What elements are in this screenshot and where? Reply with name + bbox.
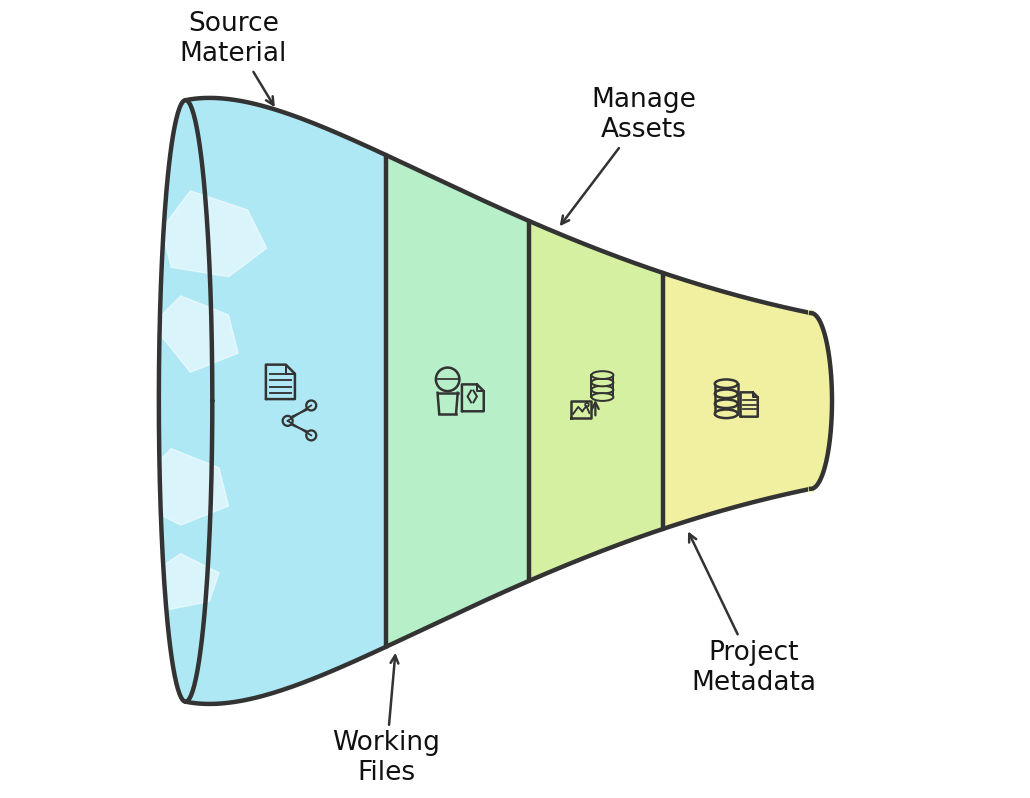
Polygon shape — [663, 273, 811, 529]
Ellipse shape — [715, 389, 737, 398]
Ellipse shape — [715, 400, 737, 408]
Polygon shape — [529, 221, 663, 581]
Polygon shape — [159, 101, 212, 701]
Ellipse shape — [591, 371, 614, 379]
Polygon shape — [386, 155, 529, 646]
Polygon shape — [811, 313, 832, 488]
Polygon shape — [185, 98, 386, 704]
Ellipse shape — [715, 409, 737, 418]
Polygon shape — [741, 393, 758, 417]
Polygon shape — [142, 448, 229, 525]
Text: Working
Files: Working Files — [332, 655, 440, 786]
Ellipse shape — [591, 385, 614, 393]
Polygon shape — [162, 191, 267, 277]
Text: Project
Metadata: Project Metadata — [689, 534, 816, 696]
Ellipse shape — [591, 378, 614, 386]
Ellipse shape — [591, 393, 614, 401]
Polygon shape — [152, 296, 238, 373]
Polygon shape — [152, 554, 219, 611]
Ellipse shape — [715, 379, 737, 388]
Text: Manage
Assets: Manage Assets — [561, 87, 696, 224]
Text: Source
Material: Source Material — [179, 10, 287, 105]
